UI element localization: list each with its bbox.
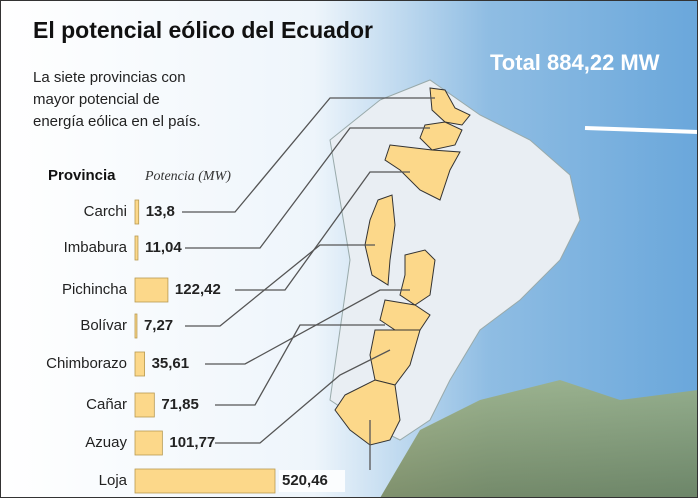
bar <box>135 352 145 376</box>
subtitle-line: La siete provincias con <box>33 69 186 86</box>
value-label: 101,77 <box>169 434 215 451</box>
category-label: Bolívar <box>80 317 127 334</box>
subtitle-line: energía eólica en el país. <box>33 113 201 130</box>
value-label: 35,61 <box>152 355 190 372</box>
category-label: Azuay <box>85 434 127 451</box>
total-annotation: Total 884,22 MW <box>490 50 660 75</box>
bar <box>135 431 162 455</box>
category-label: Loja <box>99 472 128 489</box>
value-label: 520,46 <box>282 472 328 489</box>
bar <box>135 236 138 260</box>
column-header: Potencia (MW) <box>144 169 231 184</box>
chart-title: El potencial eólico del Ecuador <box>33 17 373 43</box>
column-header: Provincia <box>48 167 116 184</box>
bar <box>135 200 139 224</box>
value-label: 11,04 <box>145 239 182 256</box>
bar <box>135 393 154 417</box>
value-label: 122,42 <box>175 281 221 298</box>
category-label: Pichincha <box>62 281 128 298</box>
value-label: 7,27 <box>144 317 173 334</box>
page: El potencial eólico del Ecuador La siete… <box>0 0 698 498</box>
bar <box>135 469 275 493</box>
bar <box>135 314 137 338</box>
value-label: 71,85 <box>161 396 199 413</box>
infographic: El potencial eólico del Ecuador La siete… <box>0 0 698 498</box>
category-label: Chimborazo <box>46 355 127 372</box>
subtitle-line: mayor potencial de <box>33 91 160 108</box>
category-label: Cañar <box>86 396 127 413</box>
category-label: Imbabura <box>64 239 128 256</box>
bar <box>135 278 168 302</box>
value-label: 13,8 <box>146 203 175 220</box>
category-label: Carchi <box>84 203 127 220</box>
